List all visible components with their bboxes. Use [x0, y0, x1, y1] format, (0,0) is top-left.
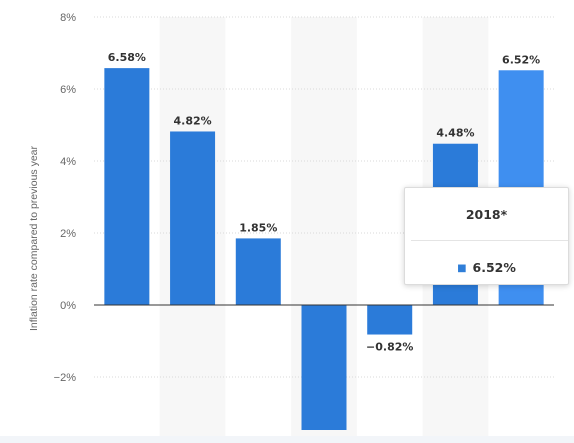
data-label: 4.82%	[173, 114, 211, 127]
tooltip-value: 6.52%	[472, 260, 516, 275]
y-tick-label: 0%	[60, 300, 76, 312]
data-label: −0.82%	[366, 341, 413, 354]
y-tick-label: 2%	[60, 228, 76, 240]
y-tick-label: 6%	[60, 84, 76, 96]
bar	[170, 131, 216, 305]
data-label: 6.58%	[108, 51, 146, 64]
series-dot-icon: ■	[457, 263, 467, 274]
data-label: 4.48%	[436, 127, 474, 140]
bar	[367, 305, 413, 335]
tooltip-title: 2018*	[465, 207, 508, 222]
tooltip-value-row: ■ 6.52%	[405, 260, 568, 275]
bar	[104, 68, 150, 306]
bottom-strip	[0, 436, 574, 443]
tooltip-divider	[411, 240, 568, 241]
data-label: 6.52%	[502, 53, 540, 66]
bar	[301, 305, 347, 430]
y-tick-label: −2%	[54, 372, 77, 384]
data-label: 1.85%	[239, 221, 277, 234]
tooltip: 2018* ■ 6.52%	[404, 187, 569, 285]
y-tick-label: 4%	[60, 156, 76, 168]
y-tick-label: 8%	[60, 12, 76, 24]
bar	[235, 238, 281, 305]
y-axis-label: Inflation rate compared to previous year	[28, 145, 40, 331]
